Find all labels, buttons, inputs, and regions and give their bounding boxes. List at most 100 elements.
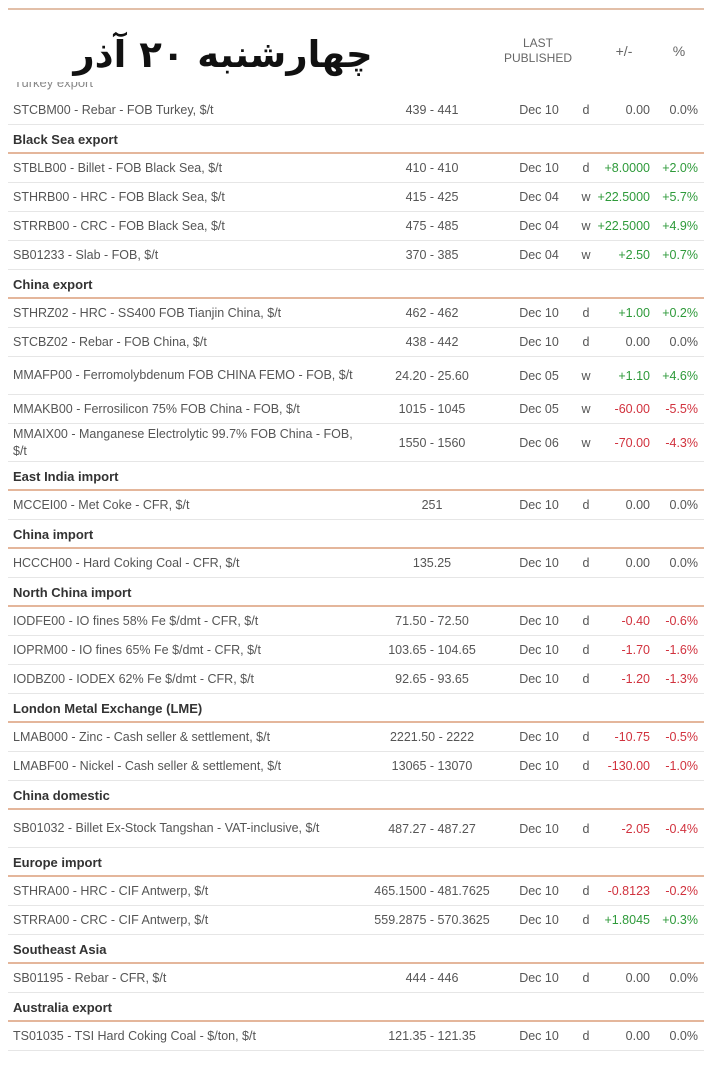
table-row[interactable]: MMAFP00 - Ferromolybdenum FOB CHINA FEMO… — [8, 357, 704, 395]
row-frequency: d — [582, 614, 590, 628]
date-title: چهارشنبه ۲۰ آذر — [73, 33, 373, 76]
row-frequency: d — [582, 643, 590, 657]
table-row[interactable]: STHRB00 - HRC - FOB Black Sea, $/t 415 - … — [8, 183, 704, 212]
section-header: China import — [8, 520, 704, 549]
row-frequency: d — [582, 335, 590, 349]
section-header: China export — [8, 270, 704, 299]
row-frequency: d — [582, 161, 590, 175]
row-frequency: w — [581, 435, 591, 450]
row-date: Dec 10 — [519, 103, 559, 117]
row-frequency: w — [581, 190, 591, 204]
row-frequency: d — [582, 672, 590, 686]
row-frequency: d — [582, 821, 590, 836]
row-percent: 0.0% — [669, 103, 699, 117]
row-name: STCBM00 - Rebar - FOB Turkey, $/t — [13, 102, 214, 117]
row-change: +22.5000 — [597, 190, 650, 204]
row-date: Dec 04 — [519, 190, 559, 204]
row-name: STRRA00 - CRC - CIF Antwerp, $/t — [13, 912, 209, 927]
table-row[interactable]: SB01195 - Rebar - CFR, $/t 444 - 446 Dec 1… — [8, 964, 704, 993]
row-range: 444 - 446 — [405, 971, 459, 985]
row-change: -1.20 — [621, 672, 651, 686]
table-row[interactable]: STCBZ02 - Rebar - FOB China, $/t 438 - 44… — [8, 328, 704, 357]
row-frequency: d — [582, 1029, 590, 1043]
row-change: +22.5000 — [597, 219, 650, 233]
row-date: Dec 10 — [519, 306, 559, 320]
row-percent: +0.2% — [662, 306, 698, 320]
table-row[interactable]: TS01035 - TSI Hard Coking Coal - $/ton, … — [8, 1022, 704, 1051]
row-date: Dec 10 — [519, 913, 559, 927]
table-row[interactable]: STRRB00 - CRC - FOB Black Sea, $/t 475 - … — [8, 212, 704, 241]
row-percent: 0.0% — [669, 498, 699, 512]
row-change: 0.00 — [625, 335, 650, 349]
row-change: 0.00 — [625, 1029, 650, 1043]
row-frequency: w — [581, 248, 591, 262]
row-frequency: d — [582, 884, 590, 898]
table-row[interactable]: IODFE00 - IO fines 58% Fe $/dmt - CFR, $… — [8, 607, 704, 636]
table-row[interactable]: STRRA00 - CRC - CIF Antwerp, $/t 559.2875… — [8, 906, 704, 935]
row-range: 475 - 485 — [405, 219, 459, 233]
table-row[interactable]: IODBZ00 - IODEX 62% Fe $/dmt - CFR, $/t 9… — [8, 665, 704, 694]
row-change: +8.0000 — [604, 161, 650, 175]
row-range: 2221.50 - 2222 — [389, 730, 475, 744]
table-row[interactable]: SB01233 - Slab - FOB, $/t 370 - 385 Dec 04… — [8, 241, 704, 270]
table-row[interactable]: MMAIX00 - Manganese Electrolytic 99.7% F… — [8, 424, 704, 462]
row-name: STCBZ02 - Rebar - FOB China, $/t — [13, 334, 207, 349]
row-change: -70.00 — [614, 435, 650, 450]
row-range: 251 — [421, 498, 443, 512]
row-percent: +0.3% — [662, 913, 698, 927]
row-date: Dec 10 — [519, 498, 559, 512]
row-percent: +0.7% — [662, 248, 698, 262]
table-row[interactable]: MCCEI00 - Met Coke - CFR, $/t 251 Dec 10 d 0… — [8, 491, 704, 520]
row-percent: -0.5% — [665, 730, 698, 744]
row-date: Dec 10 — [519, 730, 559, 744]
table-row[interactable]: MMAKB00 - Ferrosilicon 75% FOB China - F… — [8, 395, 704, 424]
row-range: 465.1500 - 481.7625 — [374, 884, 490, 898]
row-range: 13065 - 13070 — [391, 759, 473, 773]
row-change: +1.00 — [618, 306, 650, 320]
section-header: China domestic — [8, 781, 704, 810]
row-date: Dec 10 — [519, 614, 559, 628]
row-frequency: d — [582, 103, 590, 117]
row-change: 0.00 — [625, 556, 650, 570]
row-name: MMAFP00 - Ferromolybdenum FOB CHINA FEMO… — [13, 368, 353, 382]
row-date: Dec 06 — [519, 435, 559, 450]
row-range: 410 - 410 — [405, 161, 459, 175]
table-row[interactable]: HCCCH00 - Hard Coking Coal - CFR, $/t 135… — [8, 549, 704, 578]
row-change: -0.40 — [621, 614, 651, 628]
row-change: +1.10 — [618, 368, 650, 383]
table-row[interactable]: IOPRM00 - IO fines 65% Fe $/dmt - CFR, $… — [8, 636, 704, 665]
row-range: 1550 - 1560 — [398, 435, 466, 450]
row-percent: -1.6% — [665, 643, 698, 657]
table-row[interactable]: STHRA00 - HRC - CIF Antwerp, $/t 465.1500… — [8, 877, 704, 906]
row-range: 121.35 - 121.35 — [388, 1029, 476, 1043]
table-row[interactable]: STBLB00 - Billet - FOB Black Sea, $/t 410… — [8, 154, 704, 183]
row-frequency: d — [582, 759, 590, 773]
row-range: 1015 - 1045 — [398, 402, 466, 416]
table-row[interactable]: LMAB000 - Zinc - Cash seller & settlemen… — [8, 723, 704, 752]
cut-section-label: Turkey export — [8, 82, 704, 96]
top-rule — [8, 8, 704, 10]
row-change: -2.05 — [621, 821, 651, 836]
row-name: IODFE00 - IO fines 58% Fe $/dmt - CFR, $… — [13, 613, 259, 628]
section-header: Australia export — [8, 993, 704, 1022]
row-date: Dec 10 — [519, 821, 559, 836]
row-name: SB01195 - Rebar - CFR, $/t — [13, 970, 167, 985]
row-change: +1.8045 — [604, 913, 650, 927]
row-range: 415 - 425 — [405, 190, 459, 204]
row-change: 0.00 — [625, 103, 650, 117]
row-frequency: w — [581, 219, 591, 233]
table-row[interactable]: SB01032 - Billet Ex-Stock Tangshan - VAT… — [8, 810, 704, 848]
table-row[interactable]: STCBM00 - Rebar - FOB Turkey, $/t 439 - 4… — [8, 96, 704, 125]
row-frequency: d — [582, 306, 590, 320]
row-name: LMAB000 - Zinc - Cash seller & settlemen… — [13, 729, 271, 744]
row-change: 0.00 — [625, 971, 650, 985]
row-date: Dec 05 — [519, 368, 559, 383]
row-range: 103.65 - 104.65 — [388, 643, 476, 657]
table-row[interactable]: STHRZ02 - HRC - SS400 FOB Tianjin China,… — [8, 299, 704, 328]
row-name: STHRZ02 - HRC - SS400 FOB Tianjin China,… — [13, 305, 282, 320]
row-name: LMABF00 - Nickel - Cash seller & settlem… — [13, 758, 282, 773]
row-date: Dec 10 — [519, 759, 559, 773]
table-row[interactable]: LMABF00 - Nickel - Cash seller & settlem… — [8, 752, 704, 781]
price-table: STCBM00 - Rebar - FOB Turkey, $/t 439 - 4… — [8, 96, 704, 1051]
row-frequency: d — [582, 556, 590, 570]
